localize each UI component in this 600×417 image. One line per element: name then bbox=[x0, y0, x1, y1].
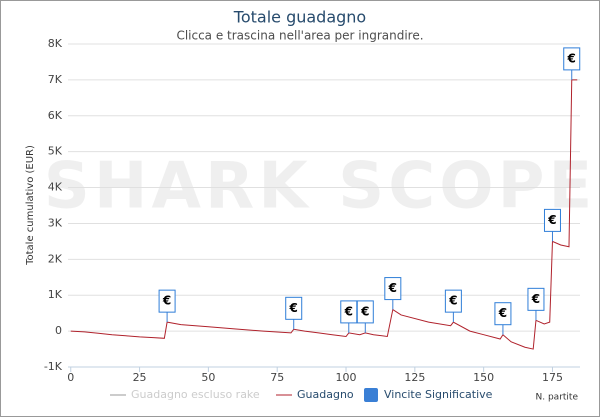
chart-subtitle: Clicca e trascina nell'area per ingrandi… bbox=[176, 29, 423, 43]
flag-label: € bbox=[388, 281, 397, 295]
flag: € bbox=[158, 289, 176, 323]
y-tick-label: -1K bbox=[44, 360, 63, 373]
y-tick-label: 4K bbox=[48, 181, 63, 194]
legend-label: Guadagno escluso rake bbox=[131, 388, 260, 401]
data-line bbox=[70, 79, 578, 350]
flag-box bbox=[384, 277, 402, 301]
y-tick-label: 0 bbox=[55, 324, 62, 337]
x-tick-label: 25 bbox=[133, 371, 147, 384]
flag: € bbox=[563, 47, 581, 80]
x-tick-label: 0 bbox=[67, 371, 74, 384]
x-tick-label: 125 bbox=[404, 371, 425, 384]
legend-swatch bbox=[364, 388, 378, 402]
x-tick-label: 75 bbox=[270, 371, 284, 384]
y-tick-label: 7K bbox=[48, 73, 63, 86]
flag-label: € bbox=[547, 213, 556, 227]
flag-box bbox=[563, 47, 581, 71]
flag: € bbox=[384, 277, 402, 310]
y-tick-label: 8K bbox=[48, 37, 63, 50]
flag-label: € bbox=[448, 294, 457, 308]
flag: € bbox=[444, 289, 462, 323]
flag: € bbox=[340, 300, 358, 333]
flag-box bbox=[543, 208, 561, 232]
flag-label: € bbox=[498, 306, 507, 320]
flag: € bbox=[356, 300, 374, 333]
x-tick-label: 175 bbox=[542, 371, 563, 384]
legend-label: Guadagno bbox=[297, 388, 354, 401]
flag-label: € bbox=[289, 301, 298, 315]
flag-label: € bbox=[531, 292, 540, 306]
flag: € bbox=[285, 296, 303, 330]
flag-label: € bbox=[567, 51, 576, 65]
y-axis-label: Totale cumulativo (EUR) bbox=[25, 145, 36, 266]
y-tick-label: 2K bbox=[48, 252, 63, 265]
flag-box bbox=[356, 300, 374, 324]
y-tick-label: 6K bbox=[48, 109, 63, 122]
flag-label: € bbox=[344, 304, 353, 318]
y-tick-label: 1K bbox=[48, 288, 63, 301]
x-tick-label: 100 bbox=[336, 371, 357, 384]
flag-label: € bbox=[360, 304, 369, 318]
flag-box bbox=[285, 296, 303, 320]
x-tick-label: 50 bbox=[201, 371, 215, 384]
y-tick-label: 3K bbox=[48, 216, 63, 229]
flag: € bbox=[527, 287, 545, 321]
flag-box bbox=[340, 300, 358, 324]
flag: € bbox=[543, 208, 561, 242]
x-axis-label: N. partite bbox=[536, 393, 579, 403]
flag-box bbox=[444, 289, 462, 313]
flag: € bbox=[494, 302, 512, 335]
chart-title: Totale guadagno bbox=[233, 8, 366, 27]
flag-box bbox=[527, 287, 545, 311]
flag-label: € bbox=[162, 294, 171, 308]
flag-box bbox=[158, 289, 176, 313]
y-tick-label: 5K bbox=[48, 145, 63, 158]
flag-box bbox=[494, 302, 512, 326]
legend-label: Vincite Significative bbox=[384, 388, 493, 401]
watermark: SHARK SCOPE bbox=[44, 150, 596, 224]
x-tick-label: 150 bbox=[473, 371, 494, 384]
